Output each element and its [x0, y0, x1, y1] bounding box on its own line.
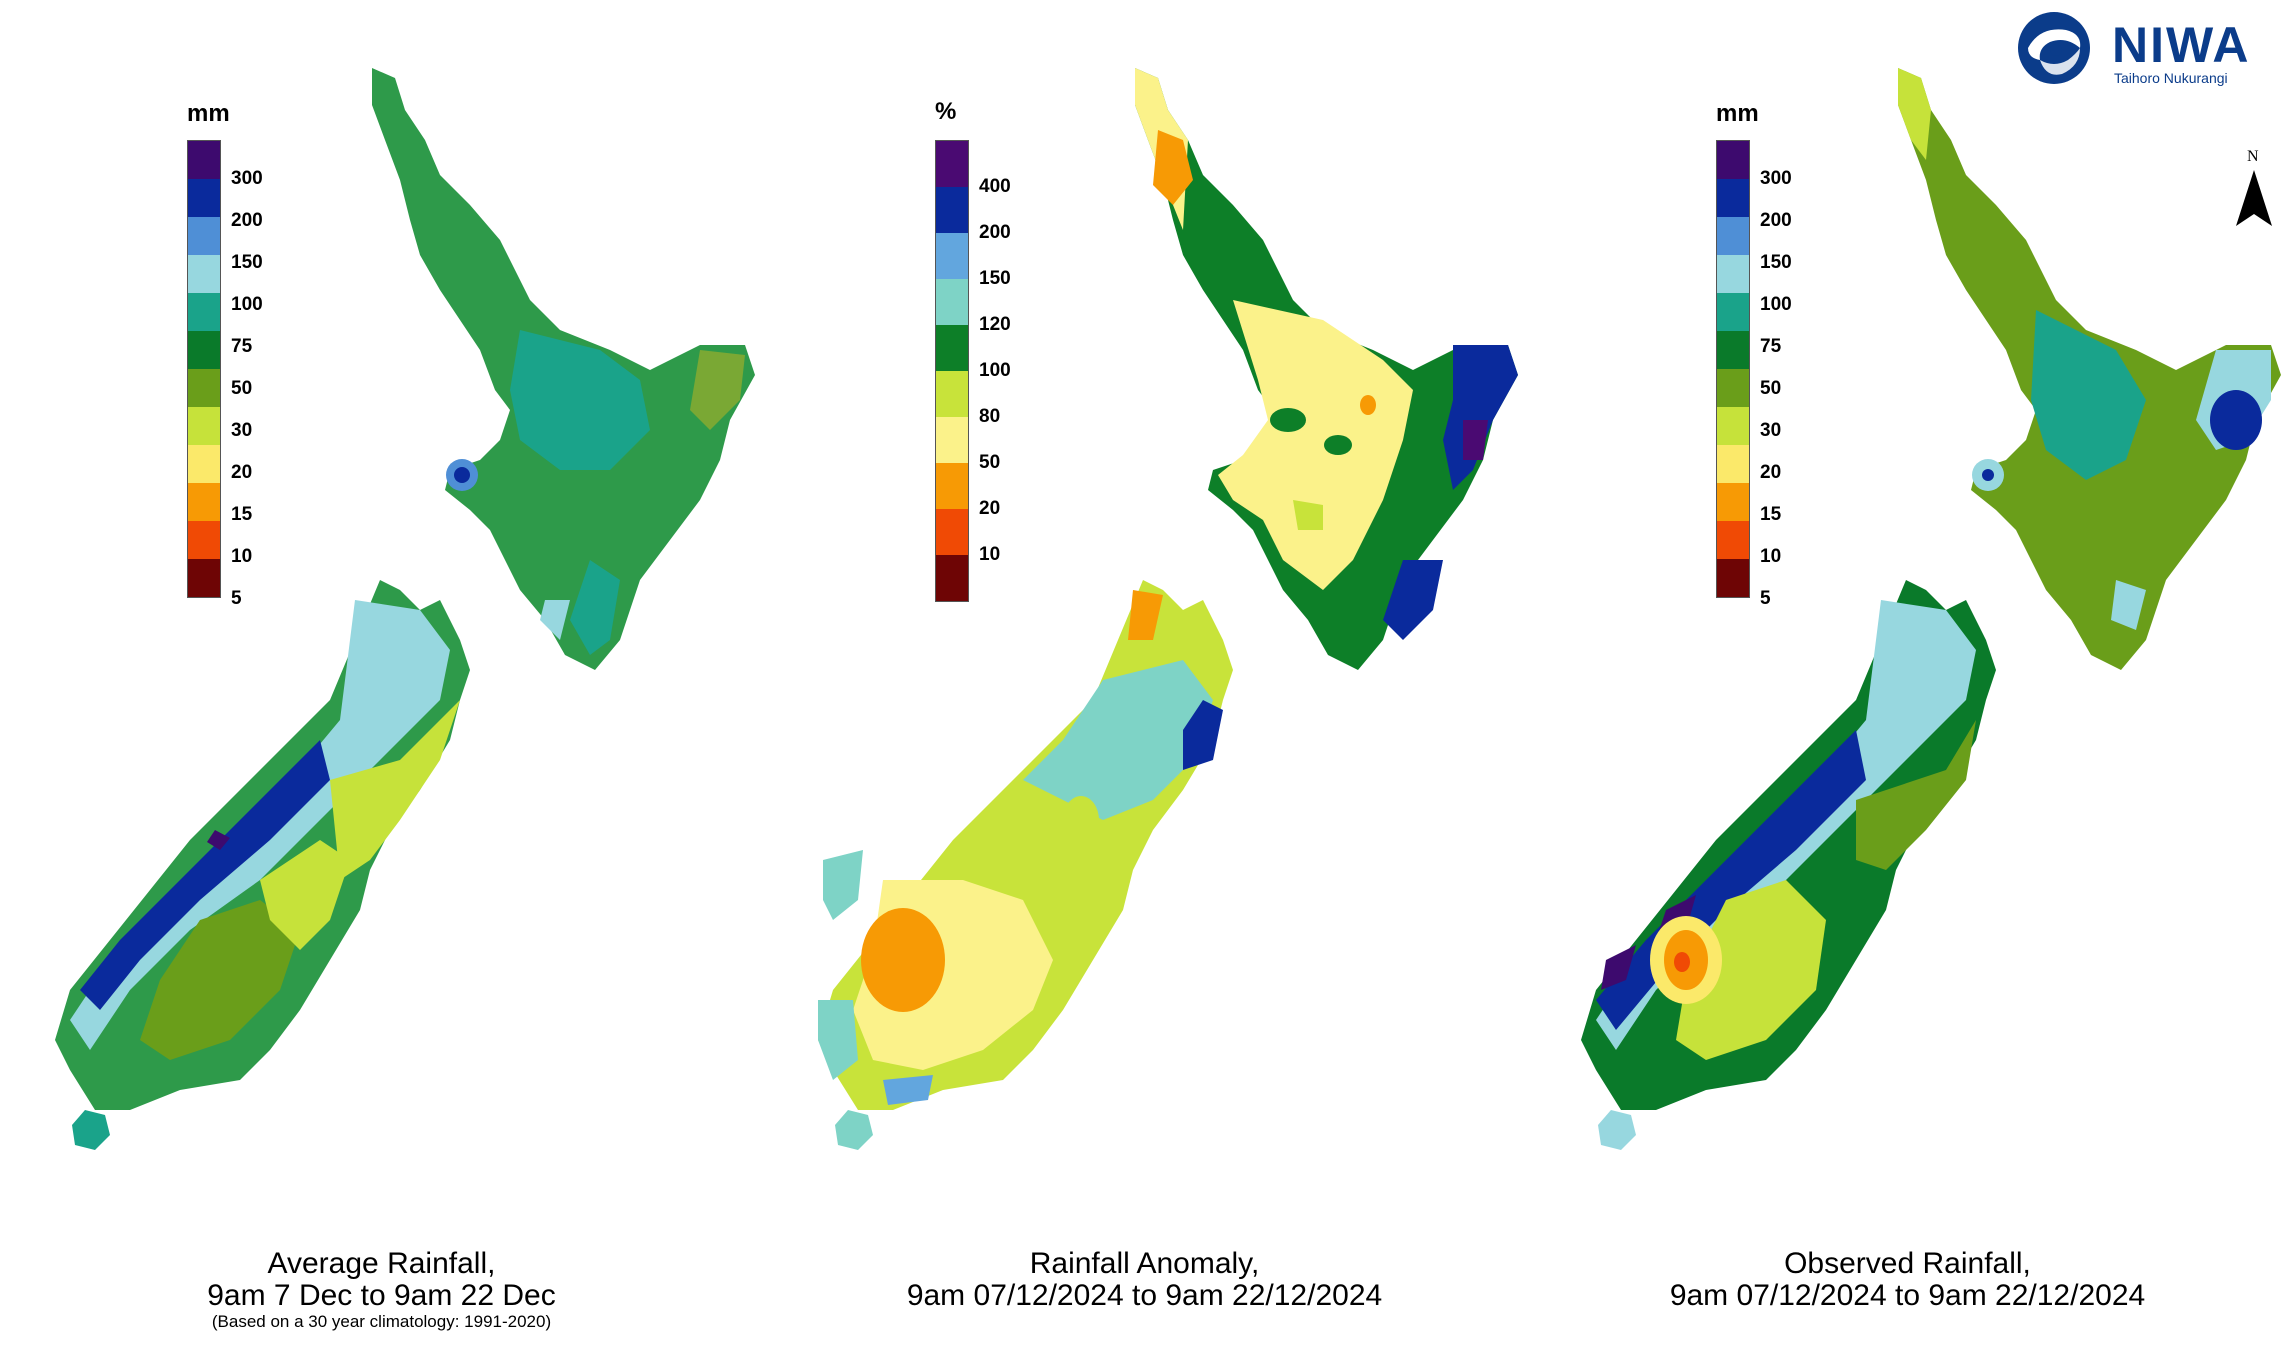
rainfall-anomaly-map: [818, 68, 1518, 1150]
caption-period: 9am 07/12/2024 to 9am 22/12/2024: [906, 1279, 1383, 1312]
legend-tick: 200: [979, 222, 1011, 243]
legend-tick: 15: [1760, 504, 1782, 525]
legend-unit: %: [935, 98, 957, 125]
observed-rainfall-panel: mm 300 200 150 100 75 50 30 20 15 10 5 O…: [1526, 0, 2289, 1350]
legend-tick: 30: [1760, 420, 1782, 441]
average-caption: Average Rainfall, 9am 7 Dec to 9am 22 De…: [0, 1248, 763, 1332]
legend-colorbar: [187, 140, 221, 598]
legend-tick: 100: [231, 294, 263, 315]
stewart-island: [72, 1110, 110, 1150]
legend-tick: 15: [231, 504, 253, 525]
legend-tick: 150: [231, 252, 263, 273]
stewart-island: [835, 1110, 873, 1150]
legend-tick: 10: [1760, 546, 1782, 567]
north-arrow: N: [2234, 148, 2274, 228]
legend-unit: mm: [187, 100, 230, 127]
stewart-island: [1598, 1110, 1636, 1150]
legend-tick: 20: [979, 498, 1001, 519]
legend-tick: 80: [979, 406, 1001, 427]
average-rainfall-panel: mm 300 200 150 100 75 50 30 20 15 10 5 A…: [0, 0, 763, 1350]
legend-tick: 120: [979, 314, 1011, 335]
north-arrow-icon: [2236, 170, 2272, 226]
legend-tick: 10: [979, 544, 1001, 565]
legend-tick: 150: [1760, 252, 1792, 273]
average-rainfall-map: [55, 68, 755, 1150]
legend-tick: 100: [1760, 294, 1792, 315]
legend-tick: 300: [231, 168, 263, 189]
legend-tick: 50: [1760, 378, 1782, 399]
legend-tick: 100: [979, 360, 1011, 381]
caption-period: 9am 7 Dec to 9am 22 Dec: [207, 1279, 556, 1312]
legend-tick: 75: [231, 336, 253, 357]
observed-rainfall-map: [1581, 68, 2281, 1150]
caption-title: Observed Rainfall,: [1784, 1247, 2031, 1280]
niwa-logo: NIWA Taihoro Nukurangi: [2010, 8, 2280, 88]
legend-tick: 50: [231, 378, 253, 399]
legend-unit: mm: [1716, 100, 1759, 127]
legend-tick: 20: [231, 462, 253, 483]
observed-caption: Observed Rainfall, 9am 07/12/2024 to 9am…: [1526, 1248, 2289, 1312]
legend-colorbar: [935, 140, 969, 602]
caption-note: (Based on a 30 year climatology: 1991-20…: [211, 1312, 552, 1331]
caption-title: Rainfall Anomaly,: [1029, 1247, 1260, 1280]
legend-tick: 200: [1760, 210, 1792, 231]
rainfall-anomaly-panel: % 400 200 150 120 100 80 50 20 10 Rainfa…: [763, 0, 1526, 1350]
caption-period: 9am 07/12/2024 to 9am 22/12/2024: [1669, 1279, 2146, 1312]
legend-tick: 150: [979, 268, 1011, 289]
legend-tick: 400: [979, 176, 1011, 197]
legend-tick: 50: [979, 452, 1001, 473]
legend-colorbar: [1716, 140, 1750, 598]
anomaly-caption: Rainfall Anomaly, 9am 07/12/2024 to 9am …: [763, 1248, 1526, 1312]
legend-tick: 10: [231, 546, 253, 567]
legend-tick: 5: [1760, 588, 1771, 609]
legend-tick: 200: [231, 210, 263, 231]
logo-subtitle: Taihoro Nukurangi: [2114, 70, 2228, 86]
legend-tick: 75: [1760, 336, 1782, 357]
legend-tick: 30: [231, 420, 253, 441]
legend-tick: 5: [231, 588, 242, 609]
legend-tick: 300: [1760, 168, 1792, 189]
legend-tick: 20: [1760, 462, 1782, 483]
caption-title: Average Rainfall,: [267, 1247, 496, 1280]
niwa-swirl-icon: [2018, 12, 2090, 84]
north-label: N: [2247, 148, 2259, 165]
logo-wordmark: NIWA: [2112, 17, 2251, 73]
